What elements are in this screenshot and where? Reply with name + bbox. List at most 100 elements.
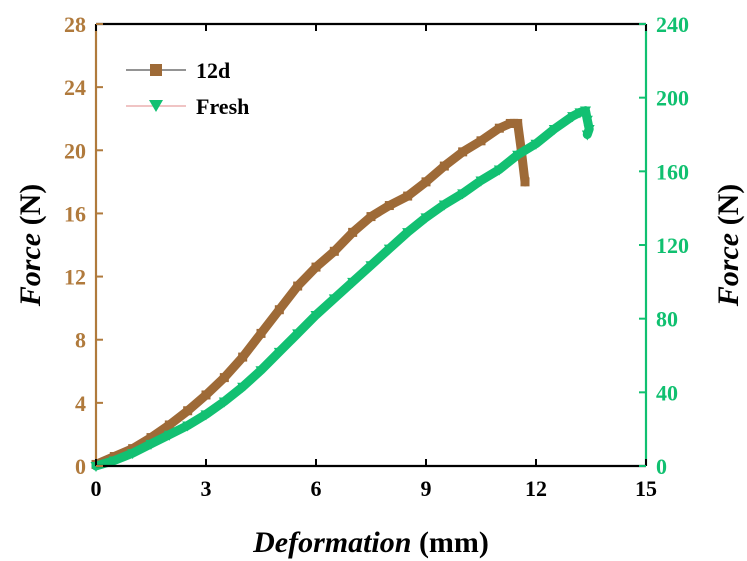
point-12d-11 [293,281,303,291]
series-Fresh [90,106,595,472]
point-12d-26 [520,177,530,187]
point-Fresh-6 [200,410,212,421]
point-Fresh-21 [475,176,487,187]
point-12d-24 [513,118,523,128]
point-Fresh-3 [145,439,157,450]
point-Fresh-5 [182,421,194,432]
y-left-tick-label-5: 20 [64,138,86,163]
y-right-tick-label-4: 160 [656,159,689,184]
x-axis-title-name: Deformation [252,526,411,559]
point-Fresh-29 [581,115,593,126]
series-line-Fresh [91,106,594,471]
point-Fresh-4 [163,430,175,441]
point-Fresh-22 [493,165,505,176]
x-tick-label-4: 12 [525,476,547,501]
point-Fresh-15 [365,261,377,272]
series-layer [90,106,595,472]
y-right-tick-label-6: 240 [656,12,689,37]
y-left-tick-label-1: 4 [75,391,86,416]
point-Fresh-9 [255,366,267,377]
legend-item-12d: 12d [126,58,230,83]
point-Fresh-10 [273,347,285,358]
point-12d-19 [439,161,449,171]
y-right-axis-title: Force (N) [712,184,745,307]
legend-marker-12d [150,64,162,76]
point-Fresh-28 [580,106,591,117]
x-tick-label-5: 15 [635,476,657,501]
y-left-tick-label-2: 8 [75,328,86,353]
point-12d-15 [366,212,376,222]
y-left-tick-label-7: 28 [64,12,86,37]
point-Fresh-25 [548,124,560,135]
point-Fresh-1 [108,456,120,467]
point-Fresh-17 [402,228,414,239]
legend-marker-fresh [149,100,163,112]
point-Fresh-2 [127,449,139,460]
point-Fresh-26 [567,112,579,123]
legend: 12d Fresh [126,58,249,119]
point-Fresh-19 [438,200,450,211]
y-left-axis-title-unit: (N) [14,184,47,226]
legend-label-12d: 12d [196,58,230,83]
point-Fresh-24 [530,139,542,150]
y-right-ticks: 0 40 80 120 160 200 240 [639,12,689,479]
point-12d-16 [384,201,394,211]
y-left-axis-title: Force (N) [14,184,47,307]
point-Fresh-7 [218,397,230,408]
point-Fresh-12 [310,310,322,321]
x-ticks: 0 3 6 9 12 15 [91,24,657,501]
point-Fresh-8 [237,382,249,393]
point-12d-22 [494,123,504,133]
series-12d [91,118,530,469]
y-right-tick-label-1: 40 [656,380,678,405]
series-line-12d [91,118,530,469]
point-Fresh-18 [420,213,432,224]
x-axis-title: Deformation (mm) [252,526,489,559]
point-Fresh-31 [581,130,593,141]
y-right-axis-title-name: Force [712,233,745,307]
x-tick-label-3: 9 [421,476,432,501]
point-Fresh-16 [383,244,395,255]
point-12d-3 [146,433,156,443]
point-12d-13 [329,246,339,256]
x-tick-label-1: 3 [201,476,212,501]
axes [94,22,648,468]
point-12d-20 [458,147,468,157]
point-Fresh-14 [347,277,359,288]
y-left-tick-label-3: 12 [64,265,86,290]
y-right-tick-label-5: 200 [656,86,689,111]
x-tick-label-0: 0 [91,476,102,501]
point-12d-9 [256,328,266,338]
point-12d-12 [311,262,321,272]
y-left-axis-title-name: Force [14,233,47,307]
point-Fresh-23 [512,150,524,161]
y-left-ticks: 0 4 8 12 16 20 24 28 [64,12,103,479]
y-right-tick-label-0: 0 [656,454,667,479]
point-Fresh-13 [328,294,340,305]
point-Fresh-11 [292,329,304,340]
y-left-tick-label-6: 24 [64,75,86,100]
y-left-tick-label-0: 0 [75,454,86,479]
point-12d-8 [238,352,248,362]
x-axis-title-unit: (mm) [419,526,489,559]
point-12d-21 [476,136,486,146]
y-right-tick-label-2: 80 [656,307,678,332]
point-12d-23 [505,118,515,128]
point-12d-17 [403,191,413,201]
legend-label-fresh: Fresh [196,94,249,119]
point-12d-7 [219,373,229,383]
y-right-axis-title-unit: (N) [712,184,745,226]
point-12d-14 [348,227,358,237]
x-tick-label-2: 6 [311,476,322,501]
point-12d-18 [421,177,431,187]
y-left-tick-label-4: 16 [64,201,86,226]
point-12d-5 [183,406,193,416]
point-12d-4 [164,420,174,430]
legend-item-fresh: Fresh [126,94,249,119]
point-12d-10 [274,305,284,315]
y-right-tick-label-3: 120 [656,233,689,258]
point-Fresh-30 [583,124,595,135]
point-12d-6 [201,390,211,400]
point-Fresh-20 [457,189,469,200]
